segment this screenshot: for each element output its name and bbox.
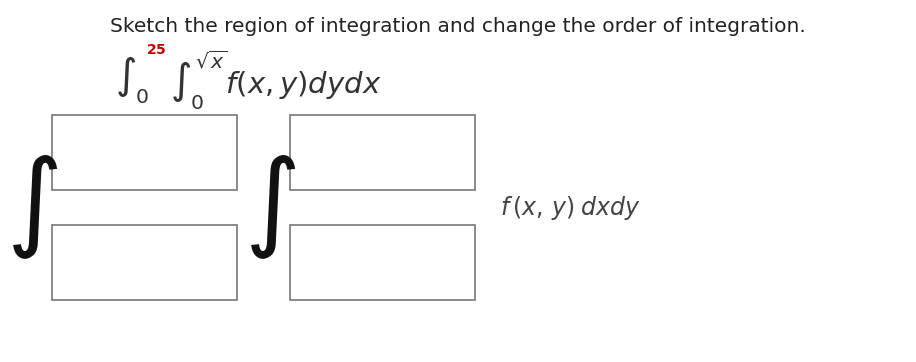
Text: $\int$: $\int$ (5, 153, 58, 261)
Text: $\int_0$: $\int_0$ (115, 54, 149, 106)
Text: $f\,(x,\, y)\; dxdy$: $f\,(x,\, y)\; dxdy$ (500, 194, 641, 222)
Text: $\mathbf{25}$: $\mathbf{25}$ (146, 43, 167, 57)
Bar (52, 115, 237, 190)
Text: $\int$: $\int$ (244, 153, 296, 261)
Bar (290, 225, 475, 300)
Bar (52, 225, 237, 300)
Bar (290, 115, 475, 190)
Text: Sketch the region of integration and change the order of integration.: Sketch the region of integration and cha… (110, 17, 806, 37)
Text: $\int_0^{\sqrt{x}} f(x, y)dydx$: $\int_0^{\sqrt{x}} f(x, y)dydx$ (170, 49, 382, 111)
